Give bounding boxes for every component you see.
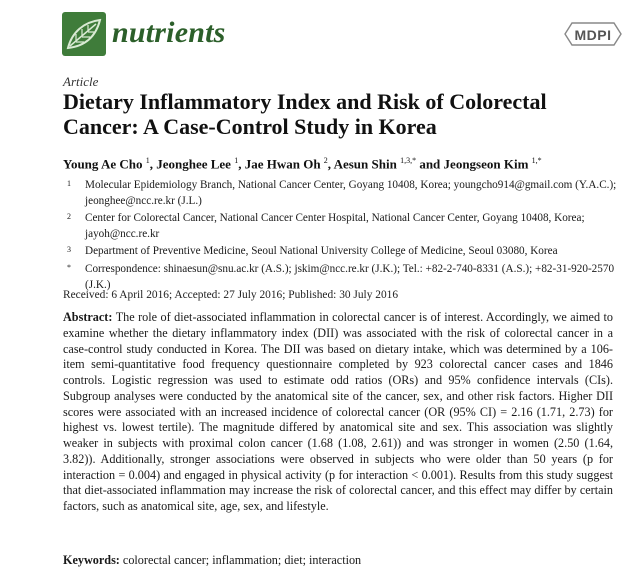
affiliation-text: Molecular Epidemiology Branch, National … xyxy=(85,179,617,207)
correspondence-item: * Correspondence: shinaesun@snu.ac.kr (A… xyxy=(63,262,623,293)
author-list: Young Ae Cho 1, Jeonghee Lee 1, Jae Hwan… xyxy=(63,156,542,172)
author-affiliation-mark: 1 xyxy=(234,156,239,165)
abstract: Abstract: The role of diet-associated in… xyxy=(63,310,613,515)
paper-title: Dietary Inflammatory Index and Risk of C… xyxy=(63,89,547,139)
publication-dates: Received: 6 April 2016; Accepted: 27 Jul… xyxy=(63,289,399,301)
keywords: Keywords: colorectal cancer; inflammatio… xyxy=(63,553,361,568)
affiliation-text: Center for Colorectal Cancer, National C… xyxy=(85,212,585,240)
author-affiliation-mark: 1 xyxy=(145,156,150,165)
author: Jeonghee Lee xyxy=(156,156,231,172)
author: Jae Hwan Oh xyxy=(244,156,321,172)
correspondence-text: Correspondence: shinaesun@snu.ac.kr (A.S… xyxy=(85,262,615,291)
affiliation-item: 2 Center for Colorectal Cancer, National… xyxy=(63,211,623,242)
affiliation-mark: 3 xyxy=(67,245,71,255)
affiliation-mark: * xyxy=(67,262,71,272)
author-affiliation-mark: 1,* xyxy=(531,156,542,165)
abstract-text: The role of diet-associated inflammation… xyxy=(63,310,614,513)
affiliation-mark: 2 xyxy=(67,212,71,222)
leaf-logo-icon xyxy=(62,12,106,56)
author: Young Ae Cho xyxy=(63,156,143,172)
author: Aesun Shin xyxy=(333,156,397,172)
affiliation-mark: 1 xyxy=(67,179,71,188)
affiliation-text: Department of Preventive Medicine, Seoul… xyxy=(85,245,558,258)
mdpi-logo-icon: MDPI xyxy=(564,22,622,46)
author-affiliation-mark: 1,3,* xyxy=(400,156,417,165)
keywords-label: Keywords: xyxy=(63,553,120,567)
affiliation-item: 3 Department of Preventive Medicine, Seo… xyxy=(63,244,623,260)
keywords-text: colorectal cancer; inflammation; diet; i… xyxy=(122,553,362,567)
affiliations: 1 Molecular Epidemiology Branch, Nationa… xyxy=(63,178,623,295)
author-affiliation-mark: 2 xyxy=(323,156,328,165)
journal-name: nutrients xyxy=(112,16,226,49)
author: Jeongseon Kim xyxy=(443,156,529,172)
affiliation-item: 1 Molecular Epidemiology Branch, Nationa… xyxy=(63,178,623,209)
abstract-label: Abstract: xyxy=(63,310,113,324)
publisher-name: MDPI xyxy=(574,27,612,43)
journal-header: nutrients MDPI xyxy=(62,8,622,60)
article-type: Article xyxy=(63,74,99,89)
